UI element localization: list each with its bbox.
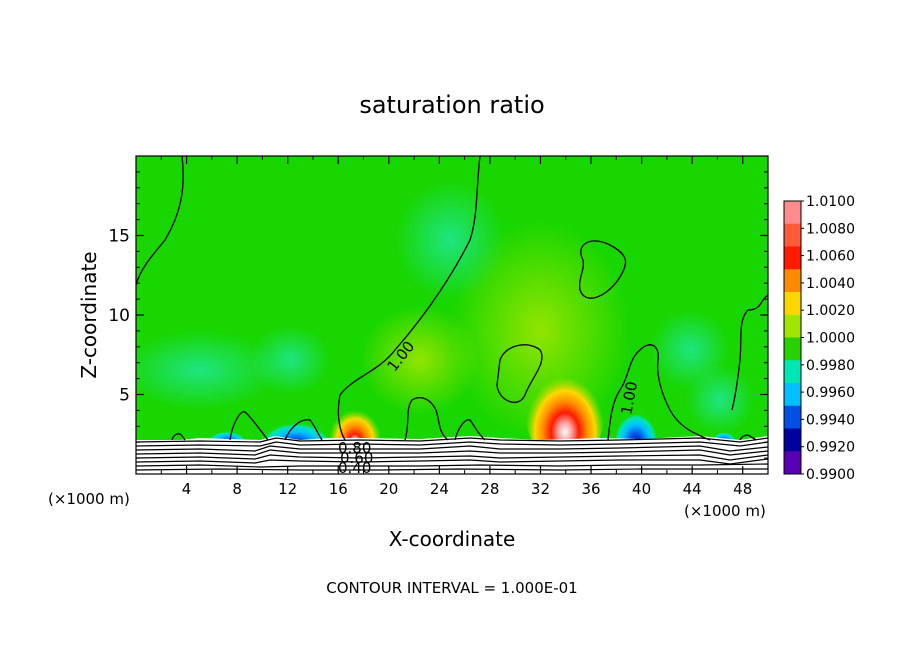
colorbar-swatch bbox=[784, 269, 801, 293]
colorbar-label: 1.0000 bbox=[806, 331, 855, 347]
chart-title: saturation ratio bbox=[359, 91, 544, 119]
y-tick-label: 15 bbox=[108, 227, 130, 247]
y-axis-label: Z-coordinate bbox=[77, 251, 101, 378]
plot-area: 1.00 1.00 0.80 0.60 0.40 bbox=[136, 156, 768, 474]
x-tick-label: 4 bbox=[182, 480, 192, 498]
colorbar-swatch bbox=[784, 451, 801, 475]
colorbar-label: 0.9960 bbox=[806, 385, 855, 401]
x-tick-label: 28 bbox=[480, 480, 499, 498]
colorbar-label: 0.9940 bbox=[806, 412, 855, 428]
x-tick-label: 36 bbox=[581, 480, 600, 498]
x-tick-label: 16 bbox=[329, 480, 348, 498]
colorbar-swatch bbox=[784, 292, 801, 316]
contour-lines bbox=[136, 156, 768, 441]
ground-region bbox=[136, 436, 768, 474]
colorbar-label: 0.9900 bbox=[806, 467, 855, 483]
x-tick-label: 12 bbox=[278, 480, 297, 498]
colorbar-label: 1.0060 bbox=[806, 249, 855, 265]
x-tick-label: 32 bbox=[531, 480, 550, 498]
x-axis-label: X-coordinate bbox=[389, 527, 516, 551]
colorbar-swatch bbox=[784, 223, 801, 247]
x-tick-label: 44 bbox=[683, 480, 702, 498]
colorbar-swatch bbox=[784, 337, 801, 361]
contour-interval-note: CONTOUR INTERVAL = 1.000E-01 bbox=[326, 579, 577, 597]
y-tick-label: 5 bbox=[119, 386, 130, 406]
colorbar: 1.0100 1.0080 1.0060 1.0040 1.0020 1.0000 0.99… bbox=[783, 194, 855, 483]
x-tick-label: 20 bbox=[379, 480, 398, 498]
contour-label: 0.60 bbox=[340, 449, 373, 467]
x-tick-label: 48 bbox=[733, 480, 752, 498]
colorbar-label: 1.0040 bbox=[806, 276, 855, 292]
colorbar-label: 0.9980 bbox=[806, 358, 855, 374]
x-tick-label: 24 bbox=[430, 480, 449, 498]
colorbar-swatch bbox=[784, 201, 801, 225]
y-tick-label: 10 bbox=[108, 306, 130, 326]
x-unit-right: (×1000 m) bbox=[684, 502, 766, 520]
x-tick-label: 40 bbox=[632, 480, 651, 498]
colorbar-swatch bbox=[784, 405, 801, 429]
contour-label: 0.80 bbox=[338, 439, 371, 457]
colorbar-swatch bbox=[784, 360, 801, 384]
y-axis-ticks: 5 10 15 bbox=[108, 171, 768, 459]
colorbar-swatch bbox=[784, 314, 801, 338]
colorbar-swatch bbox=[784, 383, 801, 407]
contour-label: 1.00 bbox=[618, 380, 642, 416]
x-unit-left: (×1000 m) bbox=[48, 490, 130, 508]
colorbar-label: 1.0100 bbox=[806, 194, 855, 210]
colorbar-label: 1.0020 bbox=[806, 303, 855, 319]
colorbar-label: 0.9920 bbox=[806, 440, 855, 456]
colorbar-swatch bbox=[784, 428, 801, 452]
colorbar-swatch bbox=[784, 246, 801, 270]
colorbar-label: 1.0080 bbox=[806, 221, 855, 237]
x-tick-label: 8 bbox=[232, 480, 242, 498]
x-axis-ticks: 4 8 12 16 20 24 28 32 36 40 44 48 bbox=[160, 156, 752, 498]
